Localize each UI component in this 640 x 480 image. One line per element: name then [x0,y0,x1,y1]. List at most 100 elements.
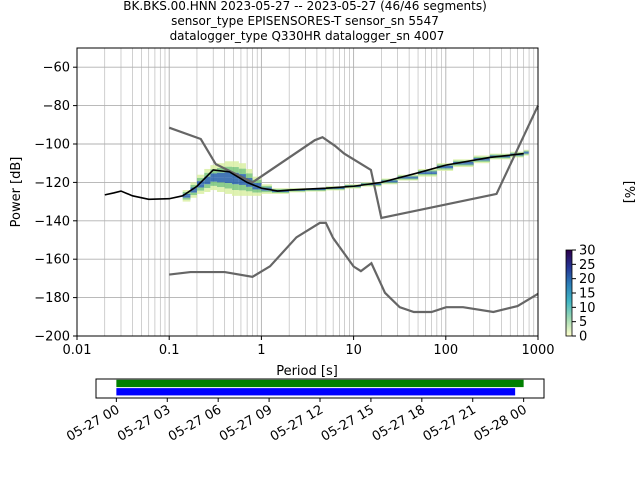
y-axis-label: Power [dB] [9,157,24,228]
y-axis-ticks: −60 −80 −100 −120 −140 −160 −180 −200 [34,61,77,345]
histogram-cell [523,154,529,156]
histogram-cell [271,189,290,191]
histogram-cell [271,192,290,193]
histogram-cell [204,188,211,192]
histogram-cell [210,185,218,191]
colorbar-tick-label: 0 [579,330,587,345]
y-tick-label: −180 [34,291,70,306]
colorbar-tick-label: 15 [579,287,596,302]
histogram-cell [238,163,246,169]
timeline-tick-label: 05-28 00 [472,402,530,444]
colorbar-tick-label: 10 [579,301,596,316]
histogram-cell [252,192,262,196]
histogram-cell [473,161,490,164]
histogram-cell [210,173,218,178]
histogram-cell [224,172,233,178]
histogram-cell [489,157,511,159]
histogram-cell [436,167,454,169]
timeline-tick-label: 05-27 12 [268,402,326,444]
histogram-cell [418,175,437,177]
histogram-cell [453,165,474,168]
timeline-tick-label: 05-27 00 [64,402,122,444]
histogram-cell [261,192,272,194]
y-tick-label: −140 [34,214,70,229]
histogram-cell [232,167,239,173]
histogram-cell [344,187,361,189]
x-tick-label: 1 [257,343,265,358]
histogram-cell [360,182,382,184]
x-tick-label: 0.01 [63,343,92,358]
coverage-bars [116,379,524,396]
histogram-cell [381,178,398,180]
figure-title-line-2: sensor_type EPISENSORES-T sensor_sn 5547 [171,14,439,28]
histogram-cell [196,174,205,178]
timeline-tick-label: 05-27 09 [217,402,275,444]
histogram-cell [436,169,454,171]
histogram-cell [204,184,211,189]
histogram-cell [510,156,524,158]
timeline-tick-label: 05-27 06 [166,402,224,444]
histogram-cell [196,190,205,194]
histogram-cell [245,191,253,196]
histogram-cell [381,183,398,185]
noise-curves [104,105,539,314]
histogram-cell [245,168,253,174]
y-tick-label: −160 [34,253,70,268]
histogram-cell [182,193,191,196]
histogram-cell [252,179,262,184]
histogram-cell [217,187,225,192]
figure-title-line-1: BK.BKS.00.HNN 2023-05-27 -- 2023-05-27 (… [123,0,487,13]
histogram-cell [397,177,419,179]
histogram-cell [271,192,290,194]
histogram-cell [252,183,262,187]
coverage-bar [116,379,524,388]
histogram-cell [224,183,233,189]
histogram-cell [489,154,511,156]
histogram-cell [182,197,191,200]
timeline-tick-label: 05-27 03 [115,402,173,444]
histogram-cell [489,158,511,160]
histogram-cell [182,190,191,192]
histogram-cell [325,188,345,190]
x-tick-label: 100 [433,343,458,358]
histogram-cell [217,177,225,183]
histogram-cell [489,153,511,155]
histogram-cell [289,190,306,192]
x-axis-ticks: 0.01 0.1 1 10 100 1000 [63,336,555,358]
y-tick-label: −100 [34,138,70,153]
histogram-cell [190,190,197,193]
colorbar-label: [%] [621,181,636,204]
histogram-cell [238,190,246,196]
histogram-cell [204,176,211,181]
x-axis-label: Period [s] [276,364,338,379]
series-noise-model-high [168,105,539,220]
histogram-cell [271,188,290,190]
histogram-cell [381,181,398,183]
histogram-cell [360,185,382,187]
histogram-cell [473,156,490,159]
y-tick-label: −60 [43,61,70,76]
histogram-cell [436,168,454,170]
histogram-cell [397,178,419,180]
histogram-cell [418,171,437,173]
histogram-cell [245,173,253,178]
histogram-cell [210,169,218,174]
histogram-cell [325,188,345,190]
histogram-cell [190,182,197,185]
colorbar-tick-label: 20 [579,272,596,287]
colorbar-tick-label: 5 [579,315,587,330]
histogram-cell [196,184,205,188]
histogram-cell [510,152,524,154]
timeline-tick-label: 05-27 18 [370,402,428,444]
timeline-tick-label: 05-27 15 [319,402,377,444]
histogram-cell [453,164,474,166]
histogram-cell [436,163,454,165]
histogram-cell [245,182,253,187]
histogram-cell [381,182,398,184]
y-tick-label: −200 [34,330,70,345]
histogram-cell [523,153,529,155]
histogram-cell [289,190,306,192]
histogram-cell [523,152,529,154]
